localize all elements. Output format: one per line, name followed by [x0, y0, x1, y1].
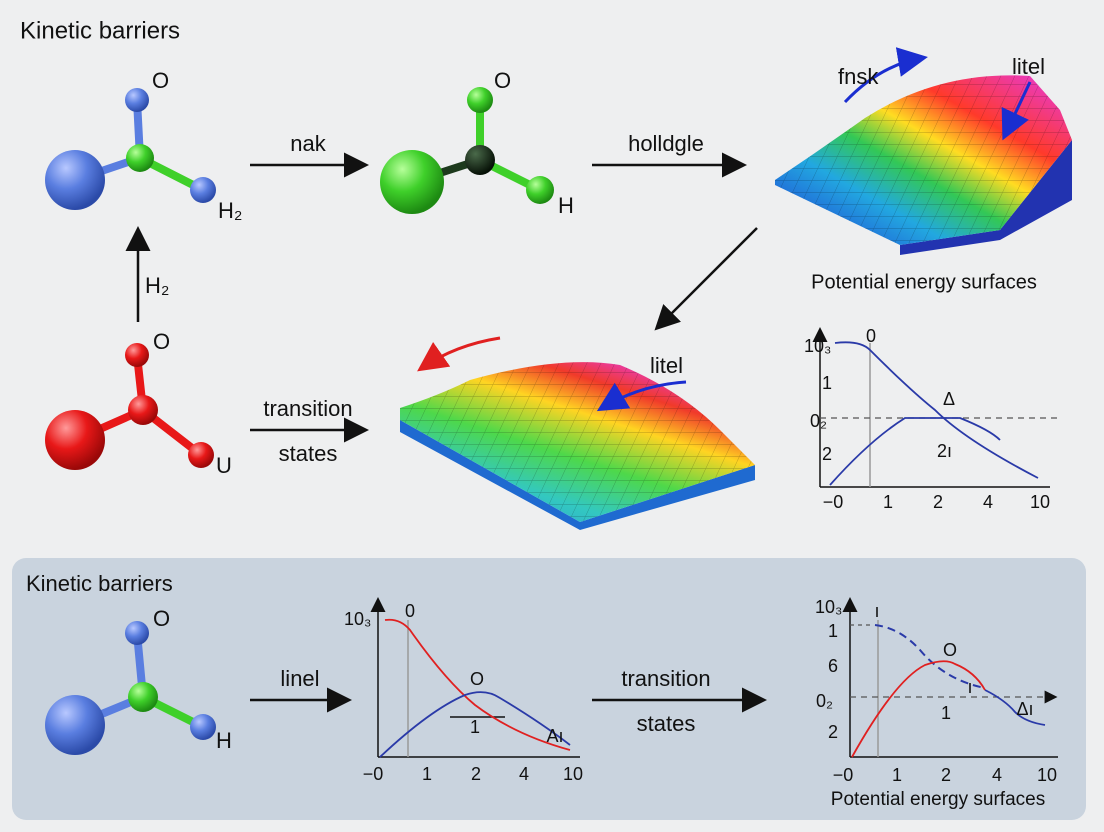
annotation: ı	[874, 601, 879, 621]
x-label: 4	[983, 492, 993, 512]
annotation: ı	[967, 677, 972, 697]
surface-label: fnsk	[838, 64, 879, 89]
arrow	[1001, 81, 1032, 141]
annotation: O	[470, 669, 484, 689]
surface-label: litel	[650, 353, 683, 378]
arrow-label: transition	[263, 396, 352, 421]
energy-surface	[400, 362, 755, 530]
title: Kinetic barriers	[26, 571, 173, 596]
energy-plot	[842, 597, 1058, 758]
x-label: −0	[823, 492, 844, 512]
y-label: 0₂	[816, 691, 833, 711]
x-label: 1	[892, 765, 902, 785]
atom-label: O	[153, 606, 170, 631]
atom-label: O	[494, 68, 511, 93]
y-label: 10₃	[804, 336, 831, 356]
x-label: 10	[1030, 492, 1050, 512]
x-label: 2	[471, 764, 481, 784]
arrow-label: states	[637, 711, 696, 736]
atom-label: O	[152, 68, 169, 93]
atom-label: H	[216, 728, 232, 753]
arrow	[843, 47, 928, 104]
x-label: −0	[363, 764, 384, 784]
energy-surface	[775, 75, 1072, 255]
y-label: 6	[828, 656, 838, 676]
annotation: Δı	[1016, 699, 1033, 719]
caption: Potential energy surfaces	[811, 271, 1037, 293]
x-label: 1	[883, 492, 893, 512]
arrow-label: linel	[280, 666, 319, 691]
arrow-label: nak	[290, 131, 326, 156]
x-label: 2	[933, 492, 943, 512]
atom-label: U	[216, 453, 232, 478]
annotation: 1	[470, 717, 480, 737]
x-label: 10	[1037, 765, 1057, 785]
arrow-label: transition	[621, 666, 710, 691]
annotation: Aı	[546, 726, 563, 746]
arrow	[417, 336, 501, 372]
bottom-panel	[12, 558, 1086, 820]
x-label: 4	[519, 764, 529, 784]
caption: Potential energy surfaces	[831, 789, 1045, 810]
arrow-label: H₂	[145, 273, 169, 298]
annotation: 2ı	[937, 441, 952, 461]
arrow	[596, 380, 687, 412]
annotation: 0	[866, 326, 876, 346]
x-label: 2	[941, 765, 951, 785]
x-label: −0	[833, 765, 854, 785]
x-label: 10	[563, 764, 583, 784]
x-label: 1	[422, 764, 432, 784]
molecule	[45, 621, 216, 755]
atom-label: O	[153, 329, 170, 354]
energy-plot	[812, 327, 1060, 488]
atom-label: H	[558, 193, 574, 218]
molecule	[45, 88, 216, 210]
annotation: 0	[405, 601, 415, 621]
molecule	[380, 87, 554, 214]
y-label: 1	[822, 373, 832, 393]
annotation: 1	[941, 703, 951, 723]
x-label: 4	[992, 765, 1002, 785]
y-label: 1	[828, 621, 838, 641]
surface-label: litel	[1012, 54, 1045, 79]
atom-label: H₂	[218, 198, 242, 223]
y-label: 10₃	[815, 597, 842, 617]
annotation: O	[943, 640, 957, 660]
title: Kinetic barriers	[20, 17, 180, 44]
annotation: Δ	[943, 389, 955, 409]
energy-plot	[370, 597, 580, 758]
arrow	[654, 227, 758, 331]
molecule	[45, 343, 214, 470]
y-label: 2	[822, 444, 832, 464]
arrow-label: states	[279, 441, 338, 466]
y-label: 10₃	[344, 609, 371, 629]
arrow-label: holldgle	[628, 131, 704, 156]
y-label: 2	[828, 722, 838, 742]
y-label: 0₂	[810, 411, 827, 431]
